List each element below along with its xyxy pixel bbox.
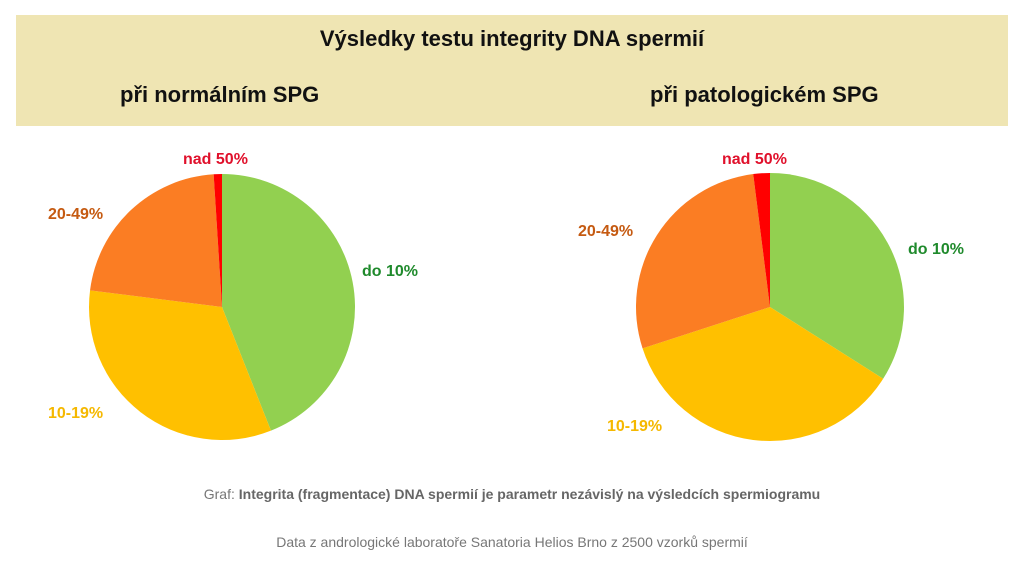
slice-label: nad 50%	[183, 151, 248, 168]
caption-text: Integrita (fragmentace) DNA spermií je p…	[238, 486, 821, 502]
pie-slice-1-1	[222, 174, 356, 431]
chart-title-normal: při normálním SPG	[120, 82, 320, 107]
chart-title-pathological: při patologickém SPG	[650, 82, 879, 107]
source-note: Data z andrologické laboratoře Sanatoria…	[276, 534, 748, 550]
caption-prefix: Graf:	[203, 486, 235, 502]
pie-slice-2-3	[635, 174, 770, 349]
pie-slice-2-2	[642, 307, 884, 442]
slice-label: nad 50%	[722, 151, 787, 168]
slice-label: 20-49%	[48, 206, 103, 223]
pie-slice-1-2	[88, 290, 271, 441]
slice-label: 10-19%	[607, 418, 662, 435]
pie-slice-2-4	[753, 173, 770, 307]
header-band	[16, 15, 1008, 126]
slice-label: 20-49%	[578, 223, 633, 240]
slice-label: do 10%	[362, 263, 418, 280]
slice-label: 10-19%	[48, 405, 103, 422]
page-title: Výsledky testu integrity DNA spermií	[319, 26, 705, 51]
slice-label: do 10%	[908, 241, 964, 258]
caption: Graf: Integrita (fragmentace) DNA spermi…	[0, 486, 1024, 502]
pie-slice-1-3	[90, 174, 223, 307]
pie-slice-1-4	[213, 174, 222, 307]
pie-slice-2-1	[770, 173, 904, 379]
